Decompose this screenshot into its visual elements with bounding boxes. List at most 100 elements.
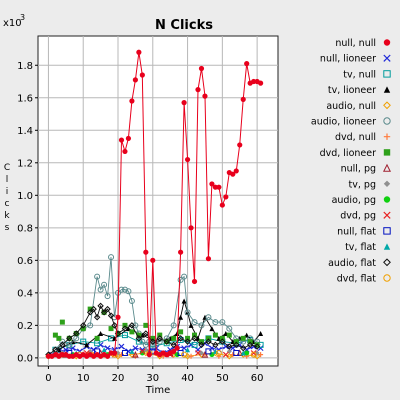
data-point bbox=[181, 345, 188, 352]
data-point bbox=[125, 135, 132, 142]
data-point bbox=[62, 346, 69, 353]
data-point bbox=[226, 353, 233, 360]
data-point bbox=[163, 338, 170, 345]
data-point bbox=[230, 352, 236, 358]
data-point bbox=[201, 351, 209, 358]
data-point bbox=[212, 349, 219, 357]
x-axis-label: Time bbox=[145, 385, 170, 396]
data-point bbox=[97, 302, 104, 310]
y-tick-label: 0.0 bbox=[17, 353, 33, 364]
data-point bbox=[121, 325, 129, 332]
data-point bbox=[233, 341, 240, 349]
data-point bbox=[233, 349, 240, 356]
data-point bbox=[94, 273, 101, 280]
data-point bbox=[143, 322, 149, 328]
data-point bbox=[59, 338, 66, 345]
data-point bbox=[56, 335, 62, 341]
data-point bbox=[216, 353, 222, 359]
data-point bbox=[178, 249, 184, 255]
data-point bbox=[90, 305, 97, 313]
data-point bbox=[226, 332, 232, 338]
data-point bbox=[139, 72, 145, 78]
data-point bbox=[219, 335, 225, 341]
data-point bbox=[237, 142, 243, 148]
data-point bbox=[98, 330, 104, 336]
data-point bbox=[244, 350, 250, 356]
legend-label: audio, flat bbox=[328, 258, 376, 269]
legend-marker bbox=[383, 211, 391, 219]
data-point bbox=[195, 87, 201, 93]
legend-label: null, lioneer bbox=[320, 54, 376, 65]
data-point bbox=[170, 322, 177, 329]
data-point bbox=[205, 335, 211, 341]
data-point bbox=[250, 351, 257, 358]
y-axis-label-letter: l bbox=[6, 175, 9, 185]
data-point bbox=[121, 332, 128, 339]
data-point bbox=[149, 338, 156, 345]
data-point bbox=[157, 332, 163, 338]
data-point bbox=[146, 352, 152, 358]
y-tick-label: 1.4 bbox=[17, 126, 33, 137]
data-point bbox=[258, 80, 264, 86]
legend-label: dvd, pg bbox=[340, 211, 376, 222]
data-point bbox=[230, 171, 236, 177]
data-point bbox=[209, 326, 215, 332]
legend-marker bbox=[383, 258, 391, 267]
data-point bbox=[177, 349, 184, 356]
data-point bbox=[181, 100, 187, 106]
data-point bbox=[184, 309, 191, 316]
data-point bbox=[205, 348, 212, 355]
data-point bbox=[118, 352, 124, 358]
legend-marker bbox=[383, 54, 391, 62]
y-tick-labels: 0.0 0.2 0.4 0.6 0.8 1.0 1.2 1.4 1.6 1.8 bbox=[17, 61, 33, 365]
data-point bbox=[181, 298, 187, 304]
data-point bbox=[73, 330, 80, 337]
data-point bbox=[181, 351, 188, 358]
y-tick-label: 1.2 bbox=[17, 158, 33, 169]
data-point bbox=[171, 348, 177, 354]
data-point bbox=[178, 329, 184, 335]
data-point bbox=[156, 338, 163, 345]
data-point bbox=[104, 345, 111, 352]
legend-label: tv, lioneer bbox=[328, 85, 376, 96]
data-point bbox=[129, 329, 135, 335]
data-point bbox=[84, 342, 90, 348]
data-point bbox=[80, 322, 87, 329]
data-point bbox=[66, 341, 73, 348]
data-point bbox=[198, 322, 205, 329]
data-point bbox=[219, 202, 225, 208]
series-line bbox=[48, 304, 258, 355]
x-tick-label: 30 bbox=[146, 373, 159, 384]
legend-label: dvd, lioneer bbox=[320, 148, 377, 159]
y-axis-label-letter: C bbox=[4, 163, 10, 173]
data-point bbox=[247, 339, 253, 345]
data-point bbox=[226, 325, 233, 332]
data-point bbox=[80, 326, 86, 332]
data-point bbox=[212, 341, 219, 349]
y-tick-label: 0.8 bbox=[17, 223, 33, 234]
data-point bbox=[185, 347, 191, 353]
data-point bbox=[136, 332, 142, 338]
y-tick-label: 0.4 bbox=[17, 288, 33, 299]
legend-marker bbox=[383, 149, 391, 156]
data-point bbox=[178, 314, 184, 320]
x-tick-label: 20 bbox=[112, 373, 125, 384]
data-point bbox=[191, 319, 198, 326]
data-point bbox=[253, 343, 261, 350]
y-axis-label-letter: s bbox=[5, 223, 10, 233]
data-point bbox=[177, 335, 184, 342]
data-point bbox=[59, 341, 66, 349]
legend-marker bbox=[383, 274, 391, 282]
data-point bbox=[87, 322, 94, 329]
data-point bbox=[132, 345, 139, 352]
data-point bbox=[205, 338, 212, 345]
data-point bbox=[174, 330, 180, 336]
data-point bbox=[240, 350, 246, 356]
legend-marker bbox=[383, 180, 391, 187]
data-point bbox=[104, 353, 111, 359]
legend-marker bbox=[383, 227, 391, 235]
plot-series bbox=[45, 49, 264, 360]
data-point bbox=[132, 77, 138, 83]
legend-marker bbox=[383, 39, 391, 46]
data-point bbox=[97, 341, 104, 348]
